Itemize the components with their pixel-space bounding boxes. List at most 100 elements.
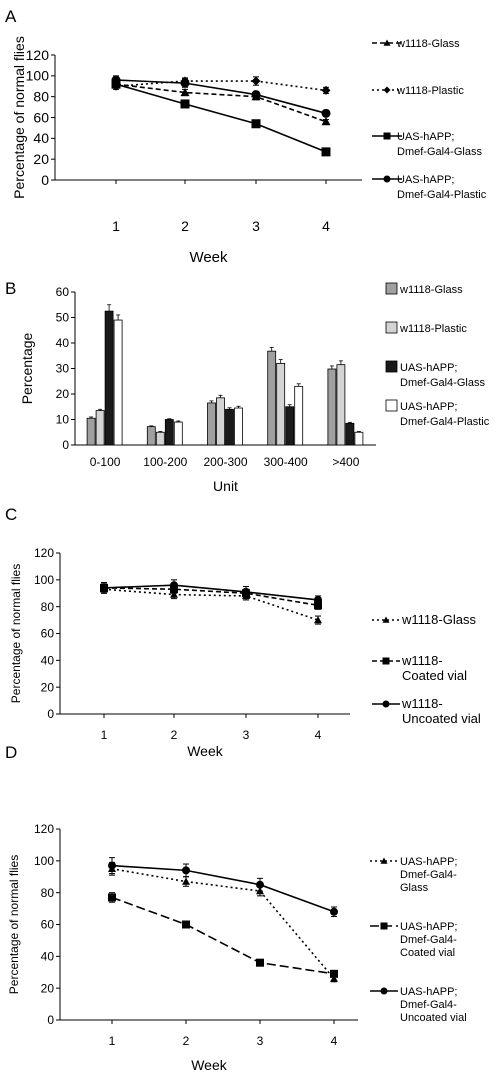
legend-label-line: Dmef-Gal4-Plastic xyxy=(400,416,490,428)
legend-label-line: UAS-hAPP; xyxy=(400,401,457,413)
x-tick-label: 4 xyxy=(315,728,322,742)
series-line xyxy=(115,80,327,92)
x-tick-label: 1 xyxy=(112,218,120,234)
data-point xyxy=(330,974,338,982)
data-point xyxy=(321,108,331,118)
y-axis-title: Percentage of normal flies xyxy=(7,855,21,994)
y-tick-label: 0 xyxy=(41,172,49,188)
y-tick-label: 120 xyxy=(34,822,54,836)
series-line xyxy=(115,83,327,123)
bar xyxy=(285,406,295,446)
series-line xyxy=(103,587,319,607)
y-tick-label: 40 xyxy=(41,950,55,964)
x-tick-label: 3 xyxy=(257,1034,264,1048)
legend-label-line: Dmef-Gal4-Glass xyxy=(397,146,482,158)
y-axis-title: Percentage of normal flies xyxy=(9,564,23,703)
data-point xyxy=(180,99,190,109)
y-tick-label: 100 xyxy=(34,854,54,868)
legend-label-line: Coated vial xyxy=(402,668,467,683)
data-point xyxy=(182,920,190,929)
bar xyxy=(336,364,346,446)
legend-label: w1118-Plastic xyxy=(399,323,467,335)
legend-swatch xyxy=(385,360,398,373)
y-tick-label: 40 xyxy=(56,336,70,350)
legend-label-line: UAS-hAPP; xyxy=(400,921,457,933)
data-point xyxy=(256,880,264,889)
data-point xyxy=(321,85,331,95)
data-point xyxy=(182,877,190,885)
data-point xyxy=(180,78,190,88)
x-tick-label: 100-200 xyxy=(143,455,187,469)
legend-label-line: w1118-Plastic xyxy=(396,85,464,97)
series-line xyxy=(103,588,319,621)
y-tick-label: 60 xyxy=(56,285,70,299)
legend-label: UAS-hAPP;Dmef-Gal4-Glass xyxy=(400,856,457,894)
x-axis-title: Week xyxy=(189,249,228,266)
y-tick-label: 120 xyxy=(26,47,50,63)
bar xyxy=(354,431,364,446)
legend-marker xyxy=(380,922,388,930)
y-tick-label: 80 xyxy=(33,89,49,105)
legend-label-line: Dmef-Gal4- xyxy=(400,934,457,946)
legend-marker xyxy=(383,39,391,46)
legend-label-line: Dmef-Gal4- xyxy=(400,999,457,1011)
legend-label-line: UAS-hAPP; xyxy=(400,856,457,868)
bar xyxy=(113,319,123,446)
y-tick-label: 50 xyxy=(56,311,70,325)
bar xyxy=(173,421,183,446)
bar xyxy=(216,397,225,446)
data-point xyxy=(321,147,331,157)
y-tick-label: 80 xyxy=(41,886,55,900)
legend-label: UAS-hAPP; Dmef-Gal4-Glass xyxy=(397,131,482,158)
x-tick-label: 3 xyxy=(243,728,250,742)
legend-label-line: w1118-Glass xyxy=(396,38,460,50)
data-point xyxy=(100,583,108,592)
y-tick-label: 20 xyxy=(41,981,55,995)
data-point xyxy=(330,907,338,916)
series-line xyxy=(115,83,327,153)
legend-label-line: w1118- xyxy=(401,653,443,668)
legend-label: UAS-hAPP;Dmef-Gal4-Glass xyxy=(400,362,485,389)
legend-label: UAS-hAPP; Dmef-Gal4-Plastic xyxy=(400,401,490,428)
legend-label-line: UAS-hAPP; xyxy=(400,362,457,374)
data-point xyxy=(330,969,338,978)
y-tick-label: 30 xyxy=(56,362,70,376)
y-tick-label: 20 xyxy=(56,387,70,401)
legend-label: w1118-Plastic xyxy=(396,85,464,97)
y-tick-label: 60 xyxy=(41,627,55,641)
bar xyxy=(95,410,105,446)
y-tick-label: 40 xyxy=(41,654,55,668)
bar xyxy=(164,419,174,446)
data-point xyxy=(314,595,322,604)
y-tick-label: 20 xyxy=(33,151,49,167)
series-line xyxy=(111,864,335,913)
x-tick-label: 2 xyxy=(181,218,189,234)
legend-label-line: Uncoated vial xyxy=(400,1012,467,1024)
x-axis-title: Week xyxy=(187,743,224,759)
panel-label: C xyxy=(5,505,17,524)
x-tick-label: 4 xyxy=(331,1034,338,1048)
legend-label: UAS-hAPP; Dmef-Gal4-Plastic xyxy=(397,174,487,201)
x-tick-label: 3 xyxy=(252,218,260,234)
y-tick-label: 100 xyxy=(26,68,50,84)
legend-label-line: UAS-hAPP; xyxy=(397,131,454,143)
data-point xyxy=(170,590,178,598)
x-axis-title: Week xyxy=(191,1057,228,1073)
y-tick-label: 0 xyxy=(47,1013,54,1027)
panel-label: B xyxy=(5,279,16,298)
y-tick-label: 120 xyxy=(34,546,54,560)
bar xyxy=(294,385,304,446)
series-line xyxy=(111,896,335,975)
bar xyxy=(146,426,156,446)
data-point xyxy=(251,76,261,86)
legend-label-line: Dmef-Gal4-Plastic xyxy=(397,189,487,201)
panel-label: A xyxy=(5,7,17,26)
legend-marker xyxy=(383,86,391,94)
legend-swatch xyxy=(385,282,398,295)
legend-swatch xyxy=(385,399,398,412)
x-tick-label: 0-100 xyxy=(90,455,121,469)
series-line xyxy=(111,868,335,980)
legend-label-line: w1118-Glass xyxy=(401,612,476,627)
